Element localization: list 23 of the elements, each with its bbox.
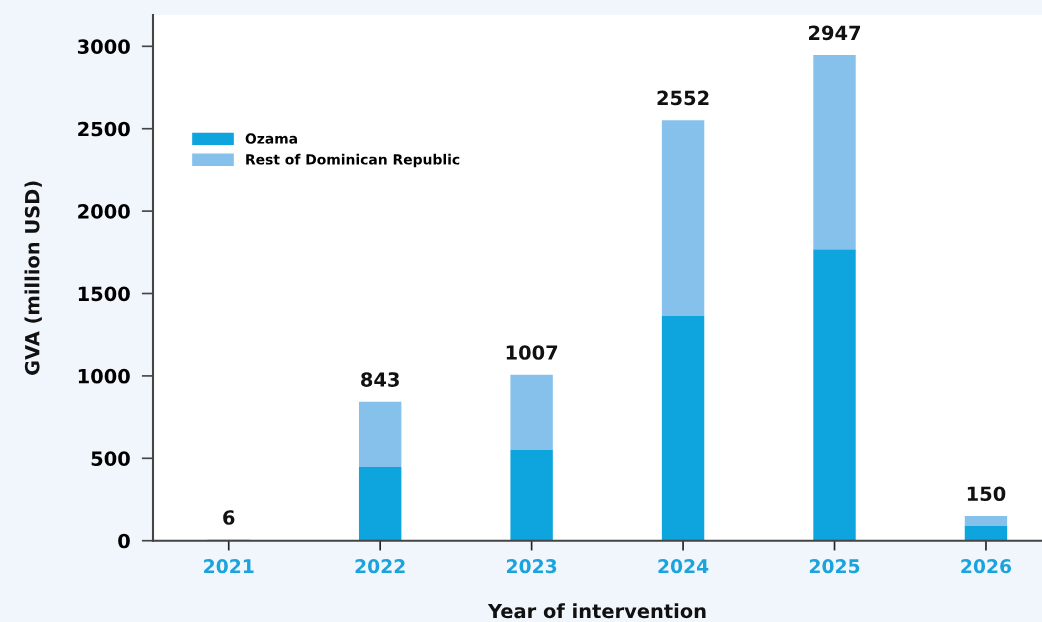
x-tick-label: 2022 — [355, 559, 405, 574]
x-tick-label: 2025 — [809, 559, 860, 574]
x-tick-label: 2026 — [961, 559, 1012, 574]
x-tick-label: 2024 — [658, 559, 709, 574]
y-tick-label: 2500 — [78, 121, 130, 137]
legend-label: Rest of Dominican Republic — [246, 153, 460, 168]
y-axis-title: GVA (million USD) — [24, 181, 42, 375]
legend-label: Ozama — [245, 133, 297, 144]
total-label: 150 — [967, 486, 1006, 502]
x-tick-label: 2021 — [204, 559, 254, 574]
total-label: 843 — [361, 372, 399, 387]
total-label: 1007 — [506, 345, 558, 360]
y-tick-label: 500 — [91, 451, 130, 466]
y-tick-label: 2000 — [78, 204, 130, 219]
x-tick-label: 2023 — [507, 559, 557, 574]
y-tick-label: 0 — [118, 533, 130, 549]
total-label: 2947 — [809, 25, 861, 41]
y-tick-label: 3000 — [77, 39, 130, 54]
y-tick-label: 1500 — [78, 286, 130, 302]
total-label: 6 — [223, 510, 235, 525]
total-label: 2552 — [657, 90, 709, 106]
x-axis-title: Year of intervention — [487, 603, 706, 619]
y-tick-label: 1000 — [78, 368, 130, 384]
